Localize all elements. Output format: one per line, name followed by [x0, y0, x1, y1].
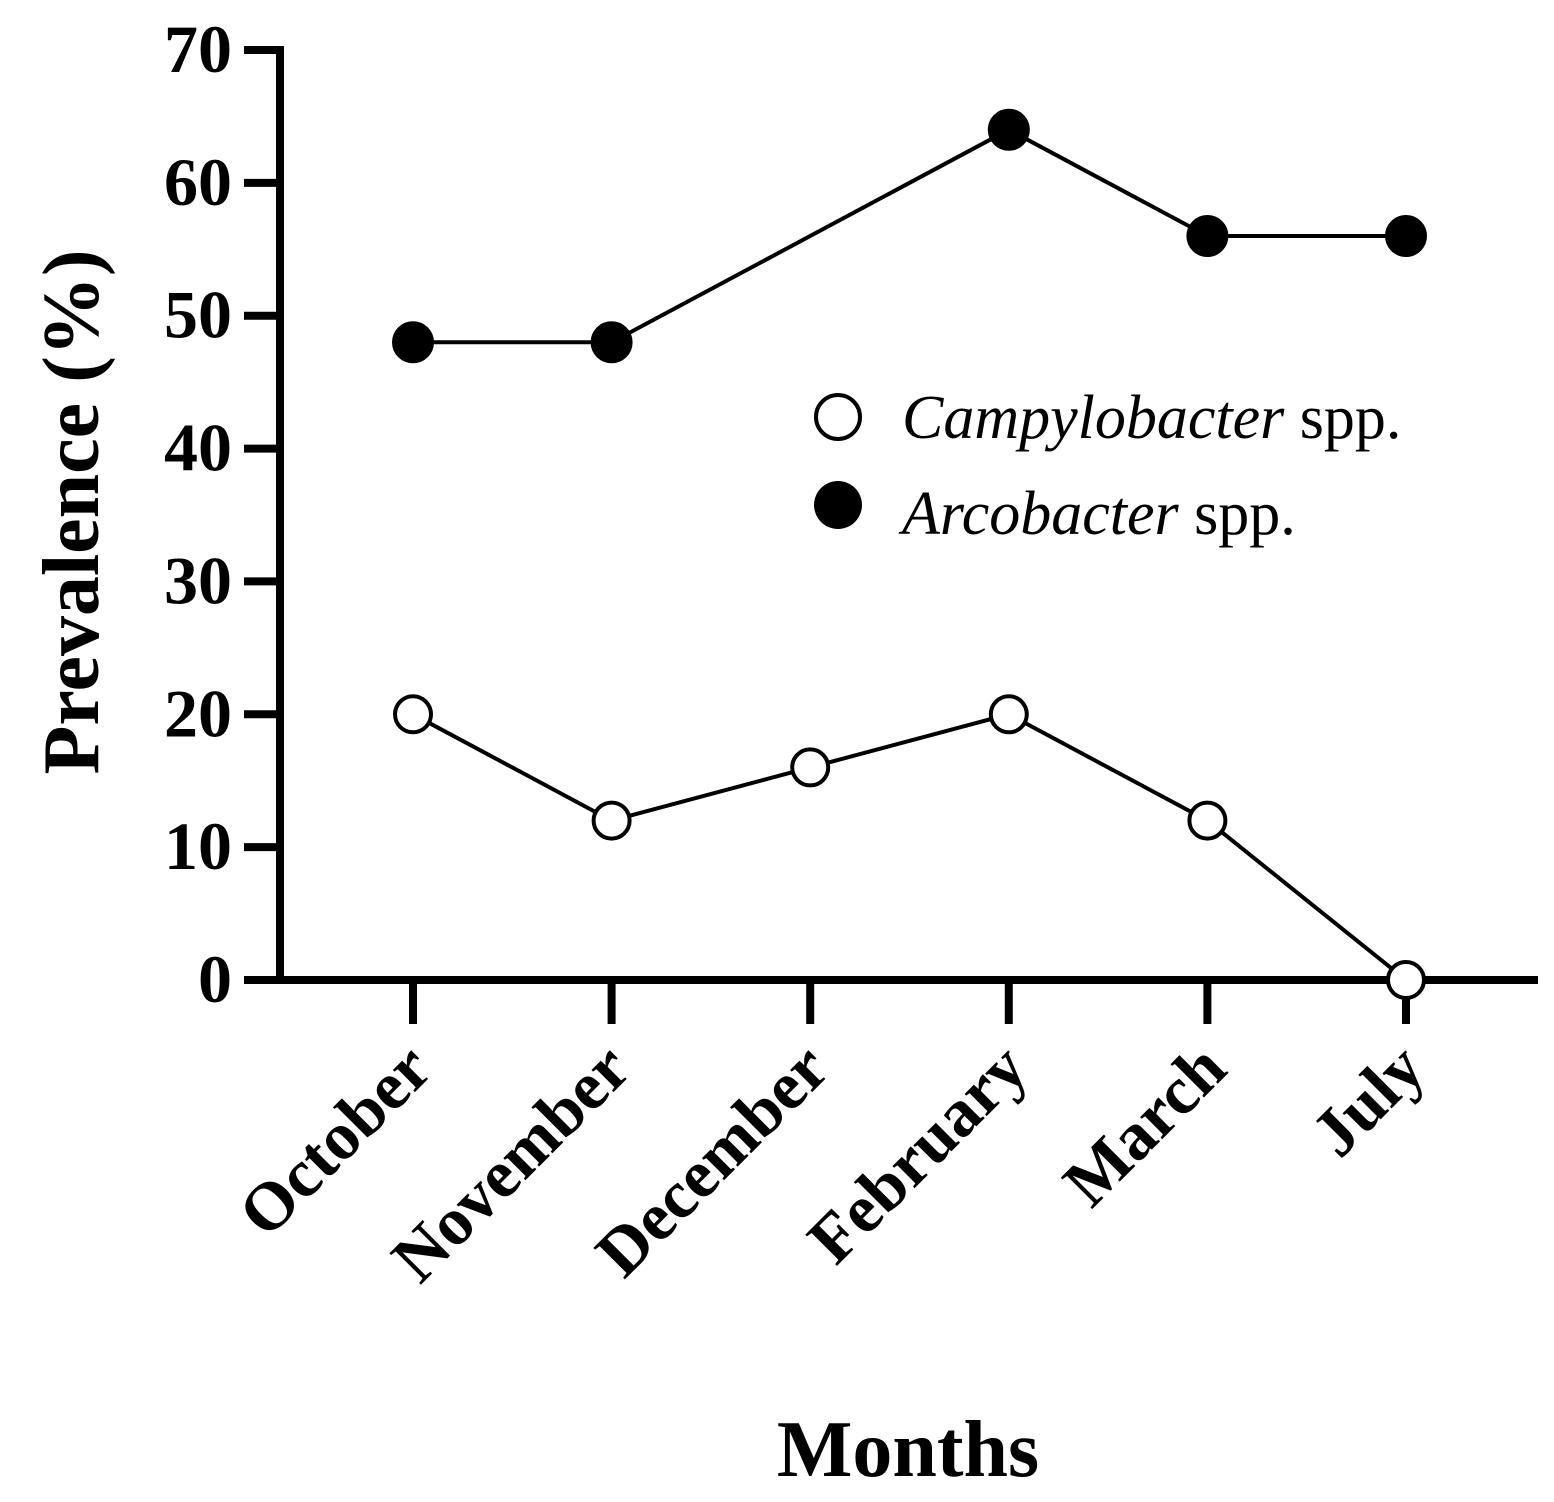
axes [276, 46, 1538, 984]
point-campylobacter-february [988, 694, 1029, 735]
point-arcobacter-october [392, 321, 434, 364]
y-tick-label-20: 20 [164, 675, 232, 751]
x-tick-label-february: February [793, 1029, 1042, 1278]
series-layer [392, 108, 1427, 1000]
point-arcobacter-november [590, 321, 633, 364]
point-campylobacter-december [790, 747, 831, 788]
series-line-arcobacter [413, 127, 1406, 345]
point-arcobacter-july [1385, 215, 1427, 257]
point-campylobacter-july [1386, 960, 1426, 1000]
legend-marker-arcobacter [814, 481, 862, 529]
series-line-campylobacter [412, 712, 1408, 982]
y-tick-label-0: 0 [198, 941, 232, 1017]
y-tick-label-10: 10 [164, 808, 232, 884]
y-axis-ticks: 0 10 20 30 40 50 60 70 [164, 11, 280, 1017]
point-arcobacter-february [987, 108, 1030, 151]
point-campylobacter-november [591, 800, 632, 841]
legend-marker-campylobacter [814, 393, 862, 441]
y-tick-label-70: 70 [164, 11, 232, 87]
x-axis-title: Months [777, 1406, 1039, 1494]
point-campylobacter-october [393, 694, 433, 735]
series-arcobacter [392, 108, 1427, 364]
legend: Campylobacter spp. Arcobacter spp. [814, 384, 1401, 548]
y-tick-label-50: 50 [164, 277, 232, 353]
y-tick-label-40: 40 [164, 410, 232, 486]
point-arcobacter-march [1186, 215, 1229, 257]
series-campylobacter [393, 694, 1426, 1000]
y-tick-label-60: 60 [164, 144, 232, 220]
y-tick-label-30: 30 [164, 542, 232, 618]
legend-label-arcobacter: Arcobacter spp. [898, 480, 1296, 548]
x-tick-label-july: July [1297, 1029, 1439, 1171]
point-campylobacter-march [1187, 800, 1228, 841]
y-axis-title: Prevalence (%) [28, 250, 116, 775]
legend-label-campylobacter: Campylobacter spp. [902, 384, 1401, 452]
x-tick-label-march: March [1048, 1029, 1240, 1221]
